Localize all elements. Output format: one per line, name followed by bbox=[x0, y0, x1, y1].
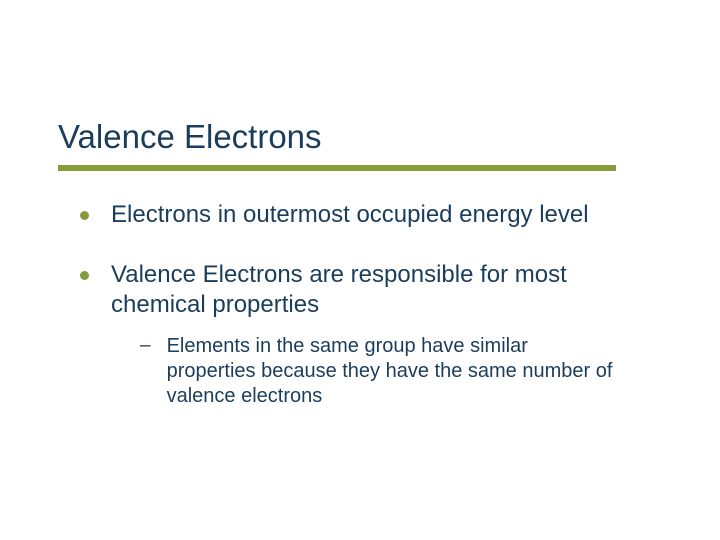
bullet-icon bbox=[80, 211, 89, 220]
sub-bullet-item: – Elements in the same group have simila… bbox=[140, 334, 650, 409]
bullet-text: Valence Electrons are responsible for mo… bbox=[111, 260, 650, 320]
bullet-icon bbox=[80, 271, 89, 280]
bullet-item: Valence Electrons are responsible for mo… bbox=[80, 260, 650, 320]
title-underline bbox=[58, 165, 616, 171]
sub-bullet-text: Elements in the same group have similar … bbox=[167, 334, 622, 409]
dash-icon: – bbox=[140, 335, 151, 357]
title-block: Valence Electrons bbox=[58, 118, 658, 156]
slide-title: Valence Electrons bbox=[58, 118, 658, 156]
body-block: Electrons in outermost occupied energy l… bbox=[80, 200, 650, 409]
bullet-text: Electrons in outermost occupied energy l… bbox=[111, 200, 589, 230]
slide: Valence Electrons Electrons in outermost… bbox=[0, 0, 720, 540]
bullet-item: Electrons in outermost occupied energy l… bbox=[80, 200, 650, 230]
